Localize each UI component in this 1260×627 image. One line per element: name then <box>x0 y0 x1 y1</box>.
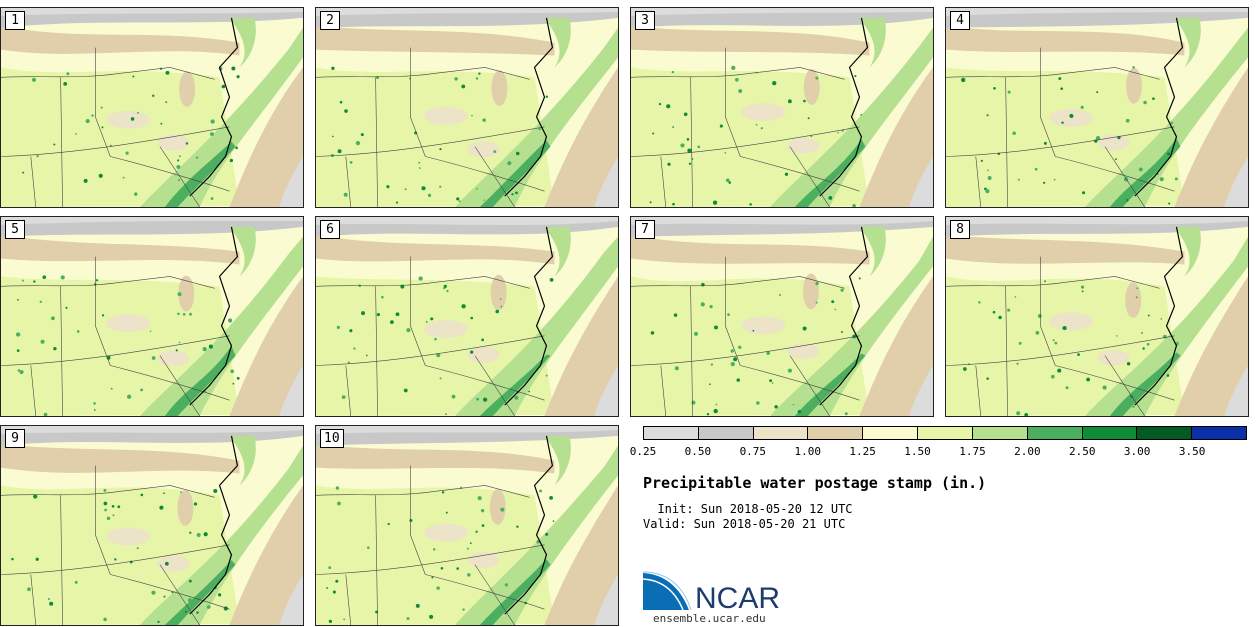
stamp-panel-10: 10 <box>315 425 619 626</box>
color-bar-tick-label: 2.00 <box>1014 445 1041 458</box>
precipitable-water-map <box>631 8 933 207</box>
color-bar-segment <box>1027 427 1083 439</box>
stamp-label: 7 <box>635 220 655 239</box>
color-bar-tick-label: 3.00 <box>1123 445 1151 458</box>
color-bar-tick-label: 3.50 <box>1178 445 1206 458</box>
site-url: ensemble.ucar.edu <box>653 612 766 625</box>
stamp-panel-9: 9 <box>0 425 304 626</box>
precipitable-water-map <box>631 217 933 416</box>
precipitable-water-map <box>1 8 303 207</box>
precipitable-water-map <box>946 8 1248 207</box>
color-bar <box>643 426 1247 440</box>
stamp-label: 5 <box>5 220 25 239</box>
precipitable-water-map <box>946 217 1248 416</box>
precipitable-water-map <box>316 217 618 416</box>
stamp-panel-6: 6 <box>315 216 619 417</box>
color-bar-tick-label: 0.50 <box>684 445 712 458</box>
ncar-logo-text: NCAR <box>695 582 780 612</box>
stamp-label: 2 <box>320 11 340 30</box>
stamp-panel-7: 7 <box>630 216 934 417</box>
color-bar-tick-label: 1.25 <box>849 445 876 458</box>
precipitable-water-map <box>316 426 618 625</box>
stamp-label: 3 <box>635 11 655 30</box>
stamp-label: 4 <box>950 11 970 30</box>
precipitable-water-map <box>316 8 618 207</box>
color-bar-segment <box>1137 427 1193 439</box>
color-bar-segment <box>644 427 699 439</box>
valid-time: Valid: Sun 2018-05-20 21 UTC <box>643 517 846 531</box>
stamp-panel-5: 5 <box>0 216 304 417</box>
color-bar-segment <box>918 427 973 439</box>
color-bar-tick-label: 1.75 <box>959 445 986 458</box>
init-time: Init: Sun 2018-05-20 12 UTC <box>643 502 853 516</box>
stamp-panel-2: 2 <box>315 7 619 208</box>
color-bar-segment <box>1192 427 1246 439</box>
legend-title: Precipitable water postage stamp (in.) <box>643 474 987 492</box>
precipitable-water-map <box>1 217 303 416</box>
stamp-label: 9 <box>5 429 25 448</box>
color-bar-ticks: 0.25 0.50 0.75 1.00 1.25 1.50 1.75 2.00 2.50 3.00… <box>630 445 1247 459</box>
color-bar-tick-label: 1.00 <box>794 445 821 458</box>
color-bar-tick-label: 0.25 <box>629 445 657 458</box>
color-bar-tick-label: 1.50 <box>904 445 931 458</box>
stamp-label: 8 <box>950 220 970 239</box>
color-bar-segment <box>1082 427 1138 439</box>
stamp-panel-8: 8 <box>945 216 1249 417</box>
precipitable-water-map <box>1 426 303 625</box>
stamp-label: 10 <box>320 429 344 448</box>
color-bar-segment <box>972 427 1028 439</box>
stamp-panel-4: 4 <box>945 7 1249 208</box>
color-bar-tick-label: 2.50 <box>1069 445 1096 458</box>
stamp-panel-3: 3 <box>630 7 934 208</box>
color-bar-segment <box>698 427 754 439</box>
color-bar-segment <box>808 427 864 439</box>
stamp-label: 1 <box>5 11 25 30</box>
stamp-label: 6 <box>320 220 340 239</box>
ncar-logo-icon: NCAR <box>643 571 780 612</box>
color-bar-segment <box>753 427 809 439</box>
color-bar-tick-label: 0.75 <box>739 445 767 458</box>
stamp-panel-1: 1 <box>0 7 304 208</box>
color-bar-segment <box>863 427 919 439</box>
